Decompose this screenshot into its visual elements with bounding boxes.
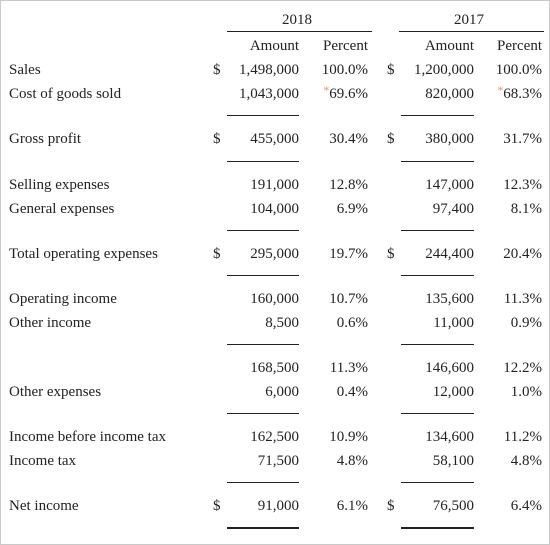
percent-header-2018: Percent — [323, 38, 368, 54]
rule — [227, 482, 299, 483]
percent-2017: 12.3% — [503, 177, 542, 193]
amount-2017: 820,000 — [425, 86, 474, 102]
percent-2017: 20.4% — [503, 246, 542, 262]
row-label-other-income: Other income — [9, 315, 92, 331]
row-label-net-income: Net income — [9, 498, 79, 514]
amount-header-2018: Amount — [249, 38, 299, 54]
asterisk-mark: * — [323, 83, 330, 97]
rule — [227, 230, 299, 231]
row-label-sales: Sales — [9, 62, 41, 78]
percent-2018: 100.0% — [321, 62, 368, 78]
amount-2017: 380,000 — [425, 131, 474, 147]
percent-2018: 4.8% — [336, 453, 368, 469]
dollar-sign: $ — [213, 498, 221, 514]
rule — [401, 413, 474, 414]
rule — [401, 115, 474, 116]
dollar-sign: $ — [387, 62, 395, 78]
percent-2018: 12.8% — [329, 177, 368, 193]
rule — [401, 230, 474, 231]
rule — [227, 344, 299, 345]
row-label-income-before-tax: Income before income tax — [9, 429, 167, 445]
asterisk-mark: * — [497, 83, 504, 97]
amount-2018: 168,500 — [250, 360, 299, 376]
amount-2018: 191,000 — [250, 177, 299, 193]
row-label-gross-profit: Gross profit — [9, 131, 82, 147]
dollar-sign: $ — [213, 246, 221, 262]
year-2018-underline — [227, 31, 372, 32]
percent-2018: 10.7% — [329, 291, 368, 307]
percent-2017: 31.7% — [503, 131, 542, 147]
percent-header-2017: Percent — [497, 38, 542, 54]
row-label-other-expenses: Other expenses — [9, 384, 102, 400]
amount-2017: 12,000 — [432, 384, 474, 400]
dollar-sign: $ — [387, 246, 395, 262]
amount-2017: 134,600 — [425, 429, 474, 445]
rule — [401, 275, 474, 276]
rule — [401, 161, 474, 162]
percent-2018: 0.4% — [336, 384, 368, 400]
amount-2018: 71,500 — [257, 453, 299, 469]
amount-2017: 135,600 — [425, 291, 474, 307]
amount-2018: 104,000 — [250, 201, 299, 217]
row-label-operating-income: Operating income — [9, 291, 117, 307]
rule — [401, 482, 474, 483]
dollar-sign: $ — [213, 131, 221, 147]
row-label-cogs: Cost of goods sold — [9, 86, 122, 102]
row-label-selling-expenses: Selling expenses — [9, 177, 110, 193]
amount-header-2017: Amount — [424, 38, 474, 54]
percent-2018: 6.1% — [336, 498, 368, 514]
percent-2018: *69.6% — [323, 83, 368, 102]
percent-2017: 0.9% — [510, 315, 542, 331]
rule — [227, 115, 299, 116]
amount-2018: 8,500 — [265, 315, 299, 331]
amount-2018: 6,000 — [265, 384, 299, 400]
percent-2017: *68.3% — [497, 83, 542, 102]
rule — [227, 161, 299, 162]
row-label-general-expenses: General expenses — [9, 201, 115, 217]
rule — [401, 344, 474, 345]
percent-2018: 0.6% — [336, 315, 368, 331]
dollar-sign: $ — [387, 498, 395, 514]
amount-2018: 295,000 — [250, 246, 299, 262]
amount-2018: 160,000 — [250, 291, 299, 307]
percent-2017: 6.4% — [510, 498, 542, 514]
row-label-income-tax: Income tax — [9, 453, 77, 469]
amount-2017: 1,200,000 — [414, 62, 474, 78]
percent-2018: 10.9% — [329, 429, 368, 445]
percent-2017: 8.1% — [510, 201, 542, 217]
percent-2017: 100.0% — [495, 62, 542, 78]
double-rule — [227, 527, 299, 529]
amount-2018: 1,043,000 — [239, 86, 299, 102]
percent-2018: 6.9% — [336, 201, 368, 217]
amount-2017: 146,600 — [425, 360, 474, 376]
percent-2017: 11.2% — [503, 429, 542, 445]
amount-2017: 58,100 — [432, 453, 474, 469]
amount-2017: 147,000 — [425, 177, 474, 193]
rule — [227, 413, 299, 414]
amount-2018: 91,000 — [257, 498, 299, 514]
percent-2017: 12.2% — [503, 360, 542, 376]
year-2018-heading: 2018 — [282, 12, 312, 28]
percent-2018: 30.4% — [329, 131, 368, 147]
percent-2017: 4.8% — [510, 453, 542, 469]
amount-2017: 11,000 — [433, 315, 474, 331]
dollar-sign: $ — [387, 131, 395, 147]
amount-2018: 162,500 — [250, 429, 299, 445]
year-2017-heading: 2017 — [454, 12, 484, 28]
amount-2018: 1,498,000 — [239, 62, 299, 78]
dollar-sign: $ — [213, 62, 221, 78]
year-2017-underline — [399, 31, 544, 32]
amount-2017: 244,400 — [425, 246, 474, 262]
row-label-total-operating-expenses: Total operating expenses — [9, 246, 158, 262]
percent-2017: 1.0% — [510, 384, 542, 400]
rule — [227, 275, 299, 276]
amount-2018: 455,000 — [250, 131, 299, 147]
amount-2017: 76,500 — [432, 498, 474, 514]
percent-2018: 19.7% — [329, 246, 368, 262]
percent-2017: 11.3% — [503, 291, 542, 307]
double-rule — [401, 527, 474, 529]
percent-2018: 11.3% — [329, 360, 368, 376]
amount-2017: 97,400 — [432, 201, 474, 217]
